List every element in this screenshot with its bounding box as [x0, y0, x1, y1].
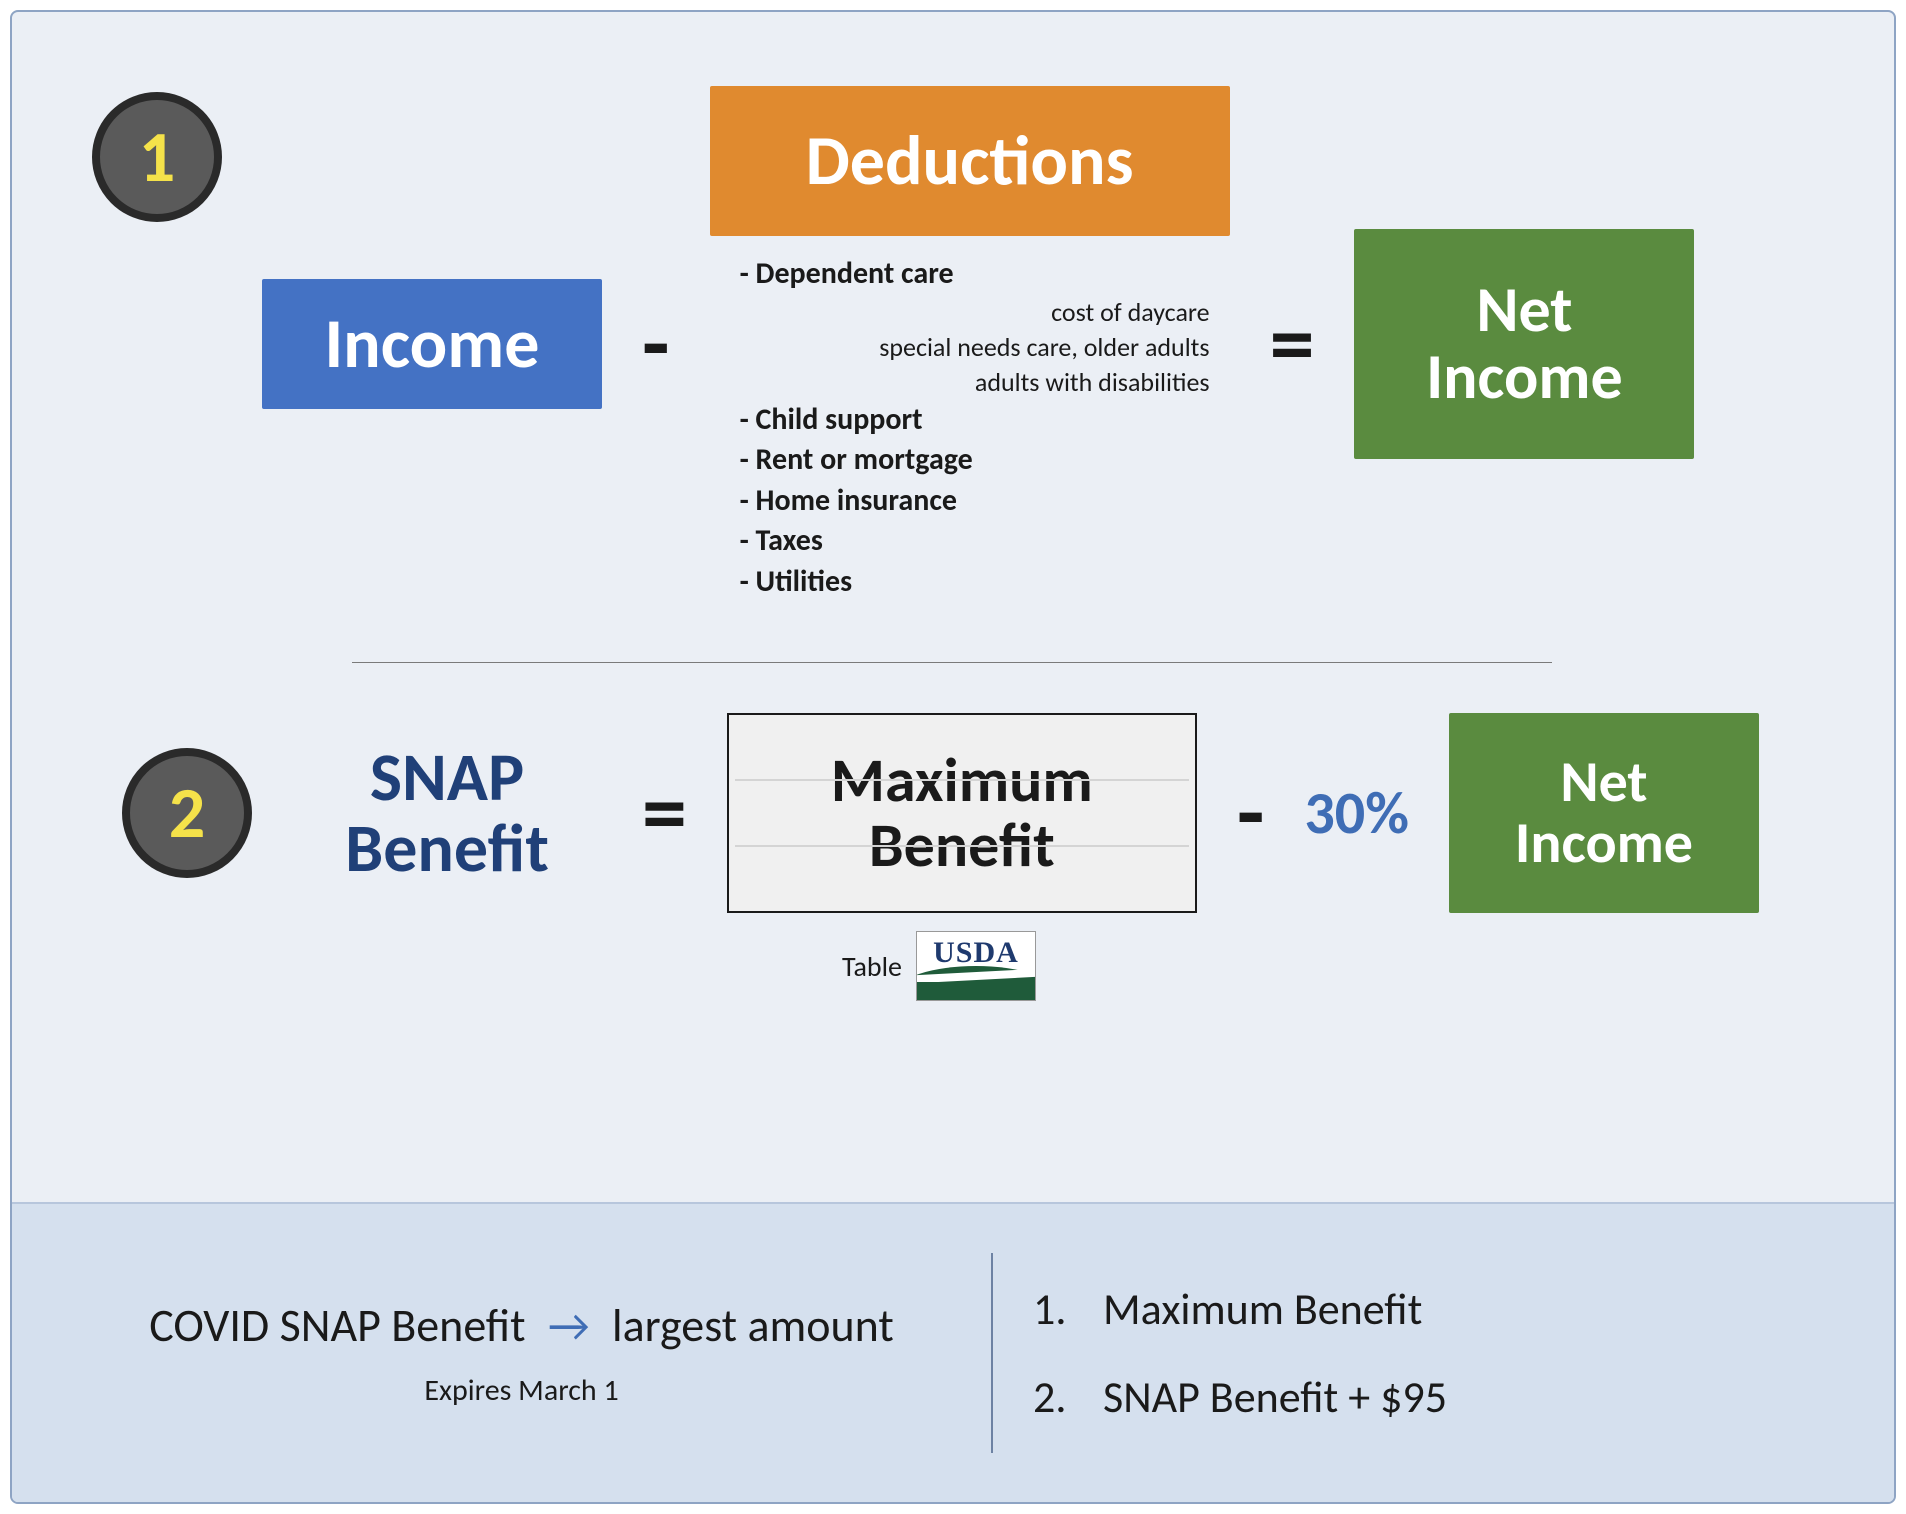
equals-operator-2: =: [642, 758, 687, 868]
deductions-column: Deductions - Dependent care cost of dayc…: [710, 86, 1230, 602]
max-benefit-line2: Benefit: [869, 813, 1055, 878]
step-1-number: 1: [139, 113, 176, 201]
footer-right: 1. Maximum Benefit 2. SNAP Benefit + $95: [1033, 1265, 1814, 1441]
footer-divider: [991, 1253, 993, 1453]
snap-infographic-slide: 1 Income - Deductions - Dependent care c…: [10, 10, 1896, 1504]
minus-operator-1: -: [642, 289, 670, 399]
net-income-box-1: Net Income: [1354, 229, 1694, 459]
usda-logo: USDA: [916, 931, 1036, 1001]
footer-option-1-text: Maximum Benefit: [1103, 1265, 1422, 1353]
deduction-item-rent: - Rent or mortgage: [740, 440, 1230, 481]
section-divider: [352, 662, 1552, 663]
net-income-2-line2: Income: [1515, 813, 1693, 874]
equals-operator-1: =: [1270, 289, 1315, 399]
footer-option-1: 1. Maximum Benefit: [1033, 1265, 1814, 1353]
footer-bar: COVID SNAP Benefit → largest amount Expi…: [12, 1202, 1894, 1502]
step-1-row: 1 Income - Deductions - Dependent care c…: [92, 92, 1814, 602]
minus-operator-2: -: [1237, 758, 1265, 868]
deduction-item-taxes: - Taxes: [740, 521, 1230, 562]
footer-option-2-text: SNAP Benefit + $95: [1103, 1353, 1447, 1441]
footer-option-2-num: 2.: [1033, 1353, 1103, 1441]
max-benefit-line1: Maximum: [831, 748, 1093, 813]
net-income-line1: Net: [1426, 277, 1623, 344]
covid-snap-benefit-label: COVID SNAP Benefit: [149, 1298, 525, 1354]
footer-option-1-num: 1.: [1033, 1265, 1103, 1353]
deduction-item-dependent-care: - Dependent care: [740, 254, 1230, 295]
step-1-badge: 1: [92, 92, 222, 222]
net-income-line2: Income: [1426, 344, 1623, 411]
deduction-sub-special-needs: special needs care, older adults: [740, 330, 1230, 365]
deductions-label: Deductions: [806, 124, 1134, 198]
deductions-list: - Dependent care cost of daycare special…: [710, 254, 1230, 602]
deduction-item-home-insurance: - Home insurance: [740, 481, 1230, 522]
table-label: Table: [842, 949, 902, 984]
table-usda-row: Table USDA: [842, 931, 1814, 1001]
step-2-badge: 2: [122, 748, 252, 878]
deduction-item-child-support: - Child support: [740, 400, 1230, 441]
snap-benefit-line2: Benefit: [292, 813, 602, 884]
snap-benefit-label: SNAP Benefit: [292, 742, 602, 885]
maximum-benefit-box: Maximum Benefit: [727, 713, 1197, 913]
largest-amount-label: largest amount: [612, 1298, 894, 1354]
deduction-sub-disabilities: adults with disabilities: [740, 365, 1230, 400]
step-2-number: 2: [169, 769, 206, 857]
arrow-right-icon: →: [548, 1298, 590, 1354]
footer-left: COVID SNAP Benefit → largest amount Expi…: [92, 1298, 951, 1409]
footer-covid-line: COVID SNAP Benefit → largest amount: [92, 1298, 951, 1354]
step-2-row: 2 SNAP Benefit = Maximum Benefit - 30% N…: [122, 713, 1814, 913]
deduction-sub-daycare: cost of daycare: [740, 295, 1230, 330]
thirty-percent-label: 30%: [1304, 777, 1409, 850]
snap-benefit-line1: SNAP: [292, 742, 602, 813]
deduction-item-utilities: - Utilities: [740, 562, 1230, 603]
net-income-2-line1: Net: [1515, 752, 1693, 813]
net-income-box-2: Net Income: [1449, 713, 1759, 913]
income-label: Income: [325, 307, 540, 381]
income-box: Income: [262, 279, 602, 409]
usda-logo-text: USDA: [917, 936, 1035, 970]
step-1-equation: Income - Deductions - Dependent care cos…: [262, 86, 1694, 602]
main-area: 1 Income - Deductions - Dependent care c…: [12, 12, 1894, 1041]
deductions-box: Deductions: [710, 86, 1230, 236]
footer-option-2: 2. SNAP Benefit + $95: [1033, 1353, 1814, 1441]
expires-label: Expires March 1: [92, 1372, 951, 1409]
